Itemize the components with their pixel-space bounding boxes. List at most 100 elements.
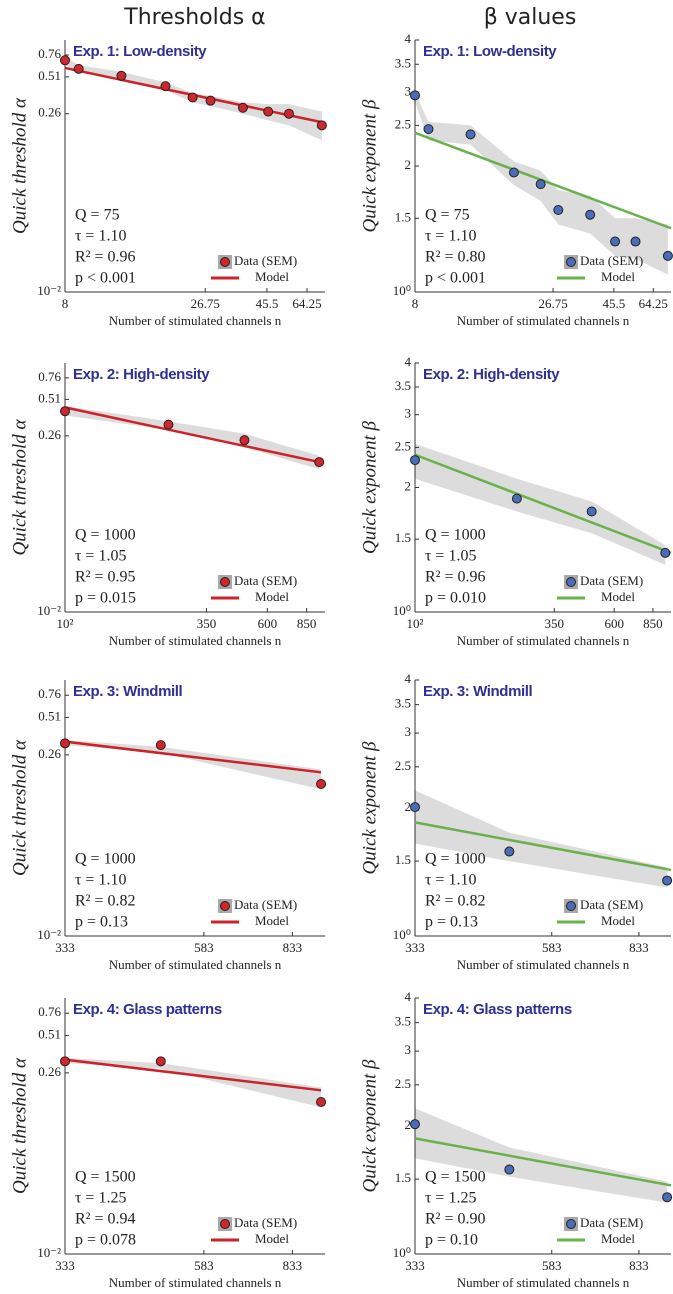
x-axis-label: Number of stimulated channels n [109,633,282,648]
y-tick-label: 3.5 [395,55,411,70]
y-tick-label: 0.26 [38,105,61,120]
y-tick-label: 10⁰ [393,1245,411,1260]
legend-marker [566,1219,576,1229]
data-point [410,90,420,101]
y-axis-label: Quick threshold α [9,739,30,876]
y-tick-label: 10⁰ [393,927,411,942]
y-tick-label: 4 [405,31,412,46]
data-point [410,455,420,466]
stat-line: R² = 0.90 [425,1211,486,1228]
panel-title: Exp. 1: Low-density [73,43,207,60]
stat-line: τ = 1.10 [425,228,476,245]
x-tick-label: 583 [194,940,214,955]
stat-line: τ = 1.05 [425,548,476,565]
legend-label: Model [601,1231,635,1246]
stat-line: τ = 1.10 [75,872,126,889]
panel-title: Exp. 3: Windmill [73,683,183,700]
x-axis-label: Number of stimulated channels n [457,1275,630,1290]
y-tick-label: 1.5 [395,209,411,224]
panel-title: Exp. 4: Glass patterns [73,1001,222,1018]
data-point [535,179,546,190]
y-tick-label: 10⁰ [393,603,411,618]
model-line [414,821,672,872]
data-point [662,250,673,261]
stat-line: τ = 1.25 [425,1190,476,1207]
data-point [410,1119,420,1130]
x-tick-label: 833 [283,940,303,955]
y-tick-label: 3.5 [395,378,411,393]
legend-label: Model [255,1231,289,1246]
stat-line: R² = 0.95 [75,569,136,586]
panel-title: Exp. 1: Low-density [423,43,557,60]
y-tick-label: 2 [405,478,412,493]
x-tick-label: 10² [57,616,74,631]
data-point [116,70,127,81]
x-tick-label: 64.25 [639,296,668,311]
data-point [316,778,327,789]
data-point [187,92,198,103]
y-tick-label: 0.51 [38,708,61,723]
stat-line: τ = 1.25 [75,1190,126,1207]
legend-marker [220,1219,230,1229]
legend-label: Data (SEM) [234,897,297,912]
x-tick-label: 850 [297,616,317,631]
y-tick-label: 3.5 [395,1014,411,1029]
stat-line: Q = 75 [75,207,120,224]
stat-line: Q = 75 [425,207,470,224]
y-tick-label: 3 [405,724,412,739]
x-tick-label: 833 [283,1258,303,1273]
data-point [423,124,434,135]
x-tick-label: 833 [629,940,649,955]
legend-label: Data (SEM) [234,573,297,588]
stat-line: R² = 0.82 [425,893,486,910]
legend-marker [566,257,576,267]
data-point [263,106,274,117]
x-axis-label: Number of stimulated channels n [457,313,630,328]
legend-label: Model [255,269,289,284]
data-point [60,55,70,66]
y-axis-label: Quick threshold α [9,1057,30,1194]
stat-line: τ = 1.10 [425,872,476,889]
data-point [314,457,325,468]
legend-label: Data (SEM) [580,1215,643,1230]
data-point [205,95,216,106]
y-tick-label: 0.76 [38,46,61,61]
y-tick-label: 1.5 [395,1170,411,1185]
panel-title: Exp. 2: High-density [423,366,560,383]
data-point [163,419,174,430]
data-point [60,406,70,417]
data-point [237,102,248,113]
y-tick-label: 4 [405,989,412,1004]
y-tick-label: 3.5 [395,696,411,711]
panel-title: Exp. 3: Windmill [423,683,533,700]
data-point [504,846,515,857]
y-axis-label: Quick threshold α [9,419,30,556]
stat-line: Q = 1000 [425,851,486,868]
model-line [64,740,322,774]
data-point [553,205,564,216]
data-point [660,547,671,558]
data-point [410,802,420,813]
x-tick-label: 333 [405,940,425,955]
stat-line: p = 0.078 [75,1232,136,1249]
y-tick-label: 1.5 [395,852,411,867]
x-tick-label: 583 [542,940,562,955]
x-axis-label: Number of stimulated channels n [109,1275,282,1290]
stat-line: p = 0.13 [75,914,128,931]
stat-line: R² = 0.96 [425,569,486,586]
y-tick-label: 0.26 [38,746,61,761]
data-point [662,1192,673,1203]
legend-label: Model [255,913,289,928]
y-tick-label: 2 [405,157,412,172]
panel-title: Exp. 2: High-density [73,366,210,383]
x-tick-label: 350 [545,616,565,631]
x-tick-label: 350 [197,616,217,631]
data-point [239,435,250,446]
y-axis-label: Quick exponent β [359,1059,380,1192]
stat-line: τ = 1.05 [75,548,126,565]
x-axis-label: Number of stimulated channels n [109,957,282,972]
x-tick-label: 64.25 [292,296,321,311]
data-point [630,236,641,247]
legend-label: Model [601,269,635,284]
data-point [508,167,519,178]
